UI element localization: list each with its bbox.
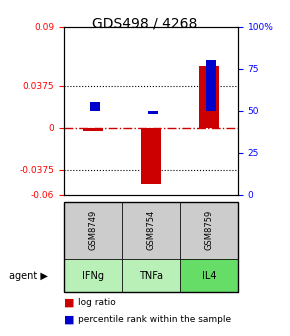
Text: log ratio: log ratio bbox=[78, 298, 116, 307]
Text: IFNg: IFNg bbox=[82, 270, 104, 281]
Text: GSM8749: GSM8749 bbox=[88, 210, 97, 250]
Bar bbox=[148, 111, 158, 114]
Bar bbox=[199, 66, 219, 128]
Bar bbox=[141, 128, 161, 184]
Text: GSM8759: GSM8759 bbox=[204, 210, 213, 250]
Text: percentile rank within the sample: percentile rank within the sample bbox=[78, 315, 231, 324]
Text: ■: ■ bbox=[64, 314, 78, 324]
Text: GSM8754: GSM8754 bbox=[146, 210, 155, 250]
Bar bbox=[83, 128, 103, 131]
Text: ■: ■ bbox=[64, 297, 78, 307]
Text: TNFa: TNFa bbox=[139, 270, 163, 281]
Text: agent ▶: agent ▶ bbox=[9, 270, 48, 281]
Bar bbox=[206, 60, 216, 111]
Bar bbox=[90, 102, 100, 111]
Text: IL4: IL4 bbox=[202, 270, 216, 281]
Text: GDS498 / 4268: GDS498 / 4268 bbox=[92, 17, 198, 31]
